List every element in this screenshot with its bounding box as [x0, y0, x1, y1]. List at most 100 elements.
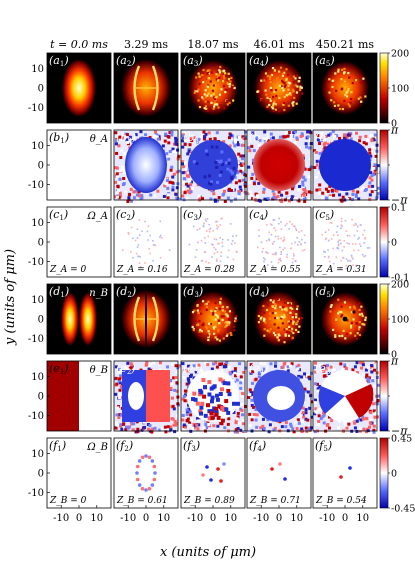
- phase-noise: [301, 183, 305, 187]
- phase-noise: [282, 191, 286, 195]
- phase-noise: [206, 363, 210, 367]
- phase-noise: [244, 192, 248, 196]
- y-tick-label: 10: [31, 218, 44, 229]
- phase-noise: [118, 194, 122, 198]
- density-speck: [201, 96, 204, 99]
- density-speck: [208, 318, 212, 321]
- vorticity-speck: [233, 242, 236, 244]
- density-speck: [210, 416, 215, 421]
- phase-noise: [372, 428, 376, 432]
- density-speck: [203, 413, 208, 418]
- phase-core: [253, 139, 305, 191]
- density-speck: [203, 175, 207, 179]
- vorticity-speck: [346, 260, 349, 262]
- phase-noise: [126, 140, 130, 144]
- phase-noise: [307, 197, 311, 201]
- phase-noise: [346, 198, 350, 202]
- vorticity-speck: [286, 222, 288, 225]
- phase-noise: [186, 417, 190, 421]
- phase-noise: [234, 419, 238, 423]
- phase-noise: [266, 430, 270, 434]
- phase-noise: [189, 180, 193, 184]
- density-speck: [206, 334, 209, 337]
- phase-noise: [315, 382, 319, 386]
- vorticity-speck: [207, 262, 210, 264]
- density-speck: [199, 411, 204, 416]
- density-speck: [230, 171, 234, 175]
- density-speck: [198, 409, 203, 414]
- panel-a4: (a4): [246, 52, 312, 124]
- phase-noise: [182, 177, 186, 181]
- phase-noise: [338, 193, 342, 197]
- phase-noise: [114, 166, 118, 170]
- phase-noise: [229, 133, 233, 137]
- phase-noise: [361, 373, 365, 377]
- density-speck: [298, 76, 301, 79]
- density-speck: [203, 385, 208, 390]
- phase-noise: [244, 401, 248, 405]
- phase-noise: [269, 362, 273, 366]
- density-speck: [287, 81, 290, 84]
- density-speck: [291, 88, 294, 91]
- density-speck: [276, 298, 279, 301]
- phase-noise: [240, 163, 244, 167]
- phase-noise: [343, 421, 347, 425]
- phase-noise: [369, 418, 373, 422]
- density-speck: [216, 415, 221, 420]
- vorticity-speck: [216, 220, 219, 223]
- density-speck: [206, 77, 209, 80]
- density-speck: [194, 319, 197, 323]
- density-speck: [292, 75, 296, 78]
- vortex-marker: [270, 467, 274, 471]
- density-speck: [215, 307, 218, 310]
- vorticity-speck: [274, 229, 277, 232]
- density-speck: [334, 72, 337, 75]
- vorticity-speck: [340, 259, 343, 262]
- phase-noise: [118, 396, 122, 400]
- panel-a3: (a3): [180, 52, 246, 124]
- density-speck: [274, 88, 278, 92]
- density-speck: [284, 334, 287, 337]
- vorticity-speck: [266, 264, 269, 266]
- phase-noise: [146, 423, 150, 427]
- panel-frame: [113, 360, 179, 432]
- phase-noise: [120, 155, 124, 159]
- density-speck: [206, 72, 209, 75]
- y-tick-label: 0: [38, 238, 44, 249]
- x-tick-label: -10: [120, 513, 136, 524]
- density-speck: [257, 314, 260, 318]
- phase-noise: [135, 193, 139, 197]
- density-speck: [343, 99, 346, 103]
- density-speck: [357, 328, 361, 331]
- phase-noise: [231, 370, 235, 374]
- condensate-density-right: [79, 292, 97, 346]
- phase-noise: [149, 193, 153, 197]
- density-speck: [209, 180, 213, 184]
- x-tick-label: 10: [356, 513, 369, 524]
- vorticity-speck: [205, 260, 208, 263]
- vorticity-speck: [146, 230, 149, 233]
- density-speck: [271, 66, 275, 70]
- phase-noise: [318, 151, 322, 155]
- density-speck: [292, 320, 295, 323]
- density-speck: [213, 103, 216, 106]
- phase-noise: [166, 428, 170, 432]
- density-speck: [208, 69, 211, 72]
- vorticity-speck: [216, 227, 218, 230]
- phase-noise: [222, 364, 226, 368]
- phase-noise: [118, 169, 122, 173]
- density-speck: [212, 406, 217, 411]
- density-speck: [282, 89, 285, 92]
- phase-noise: [118, 377, 122, 381]
- density-speck: [193, 397, 198, 402]
- phase-noise: [215, 131, 219, 135]
- phase-noise: [183, 399, 187, 403]
- density-speck: [331, 79, 334, 83]
- density-speck: [218, 392, 223, 397]
- panel-label: (e2): [116, 362, 136, 376]
- vorticity-speck: [226, 256, 229, 259]
- phase-noise: [262, 367, 266, 371]
- density-speck: [281, 72, 285, 76]
- y-tick-label: 10: [31, 141, 44, 152]
- density-speck: [217, 74, 221, 77]
